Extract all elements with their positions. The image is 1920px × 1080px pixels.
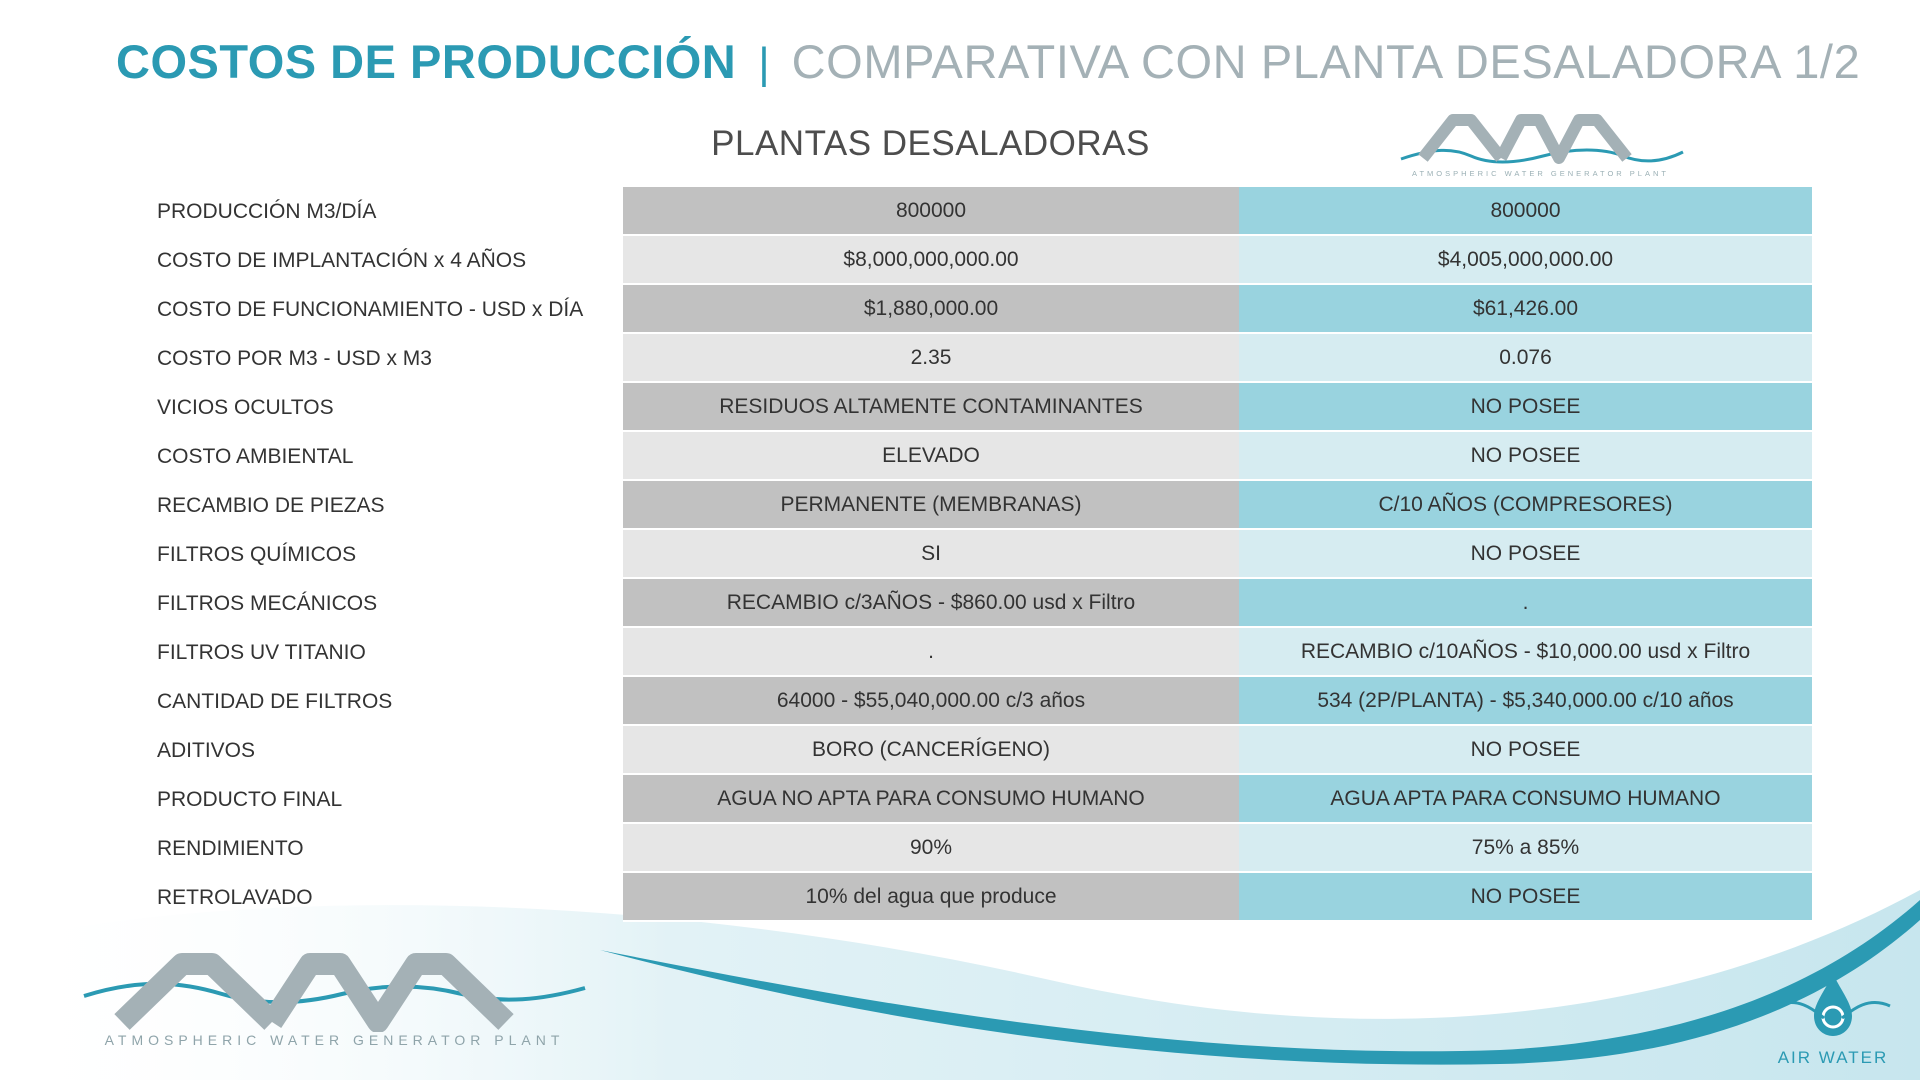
awa-value-cell: NO POSEE (1239, 726, 1812, 775)
awa-logo-tagline: ATMOSPHERIC WATER GENERATOR PLANT (1412, 169, 1669, 178)
desal-value-cell: 90% (623, 824, 1239, 873)
footer-awa-logo: ATMOSPHERIC WATER GENERATOR PLANT (82, 948, 587, 1058)
row-label: COSTO DE FUNCIONAMIENTO - USD x DÍA (157, 297, 584, 321)
row-label: COSTO POR M3 - USD x M3 (157, 346, 432, 370)
desal-value-cell: PERMANENTE (MEMBRANAS) (623, 481, 1239, 530)
air-water-logo: AIR WATER (1768, 970, 1898, 1070)
row-label: RENDIMIENTO (157, 836, 304, 860)
title-subtitle: COMPARATIVA CON PLANTA DESALADORA 1/2 (791, 35, 1861, 88)
row-label: RETROLAVADO (157, 885, 313, 909)
awa-value-cell: 0.076 (1239, 334, 1812, 383)
table-row: FILTROS MECÁNICOS RECAMBIO c/3AÑOS - $860… (147, 579, 1812, 628)
desal-value-cell: ELEVADO (623, 432, 1239, 481)
table-row: COSTO DE FUNCIONAMIENTO - USD x DÍA $1,88… (147, 285, 1812, 334)
footer-awa-tagline: ATMOSPHERIC WATER GENERATOR PLANT (104, 1032, 565, 1048)
desal-value-cell: 800000 (623, 187, 1239, 236)
desal-value-cell: AGUA NO APTA PARA CONSUMO HUMANO (623, 775, 1239, 824)
row-label: ADITIVOS (157, 738, 256, 762)
awa-value-cell: 534 (2P/PLANTA) - $5,340,000.00 c/10 año… (1239, 677, 1812, 726)
table-row: COSTO DE IMPLANTACIÓN x 4 AÑOS $8,000,000… (147, 236, 1812, 285)
desal-value-cell: RESIDUOS ALTAMENTE CONTAMINANTES (623, 383, 1239, 432)
row-label: FILTROS QUÍMICOS (157, 542, 357, 566)
row-label: FILTROS UV TITANIO (157, 640, 366, 664)
table-row: RECAMBIO DE PIEZAS PERMANENTE (MEMBRANAS)… (147, 481, 1812, 530)
desal-value-cell: . (623, 628, 1239, 677)
row-label: FILTROS MECÁNICOS (157, 591, 378, 615)
row-label: PRODUCTO FINAL (157, 787, 343, 811)
table-row: FILTROS UV TITANIO. RECAMBIO c/10AÑOS - $… (147, 628, 1812, 677)
awa-value-cell: 75% a 85% (1239, 824, 1812, 873)
awa-logo-icon (1400, 114, 1684, 164)
desal-column-header: PLANTAS DESALADORAS (711, 124, 1150, 163)
table-row: FILTROS QUÍMICOS SI NO POSEE (147, 530, 1812, 579)
row-label: RECAMBIO DE PIEZAS (157, 493, 385, 517)
table-row: CANTIDAD DE FILTROS 64000 - $55,040,000.0… (147, 677, 1812, 726)
awa-value-cell: C/10 AÑOS (COMPRESORES) (1239, 481, 1812, 530)
desal-value-cell: RECAMBIO c/3AÑOS - $860.00 usd x Filtro (623, 579, 1239, 628)
comparison-table: PRODUCCIÓN M3/DÍA 800000 800000 COSTO DE IM… (147, 187, 1812, 922)
air-water-label: AIR WATER (1777, 1048, 1889, 1067)
table-row: VICIOS OCULTOS RESIDUOS ALTAMENTE CONTAMI… (147, 383, 1812, 432)
awa-value-cell: AGUA APTA PARA CONSUMO HUMANO (1239, 775, 1812, 824)
awa-column-header-logo: ATMOSPHERIC WATER GENERATOR PLANT (1393, 114, 1688, 180)
awa-value-cell: NO POSEE (1239, 873, 1812, 922)
table-row: PRODUCTO FINAL AGUA NO APTA PARA CONSUMO … (147, 775, 1812, 824)
title-separator: | (758, 39, 770, 88)
table-row: COSTO POR M3 - USD x M3 2.35 0.076 (147, 334, 1812, 383)
awa-value-cell: RECAMBIO c/10AÑOS - $10,000.00 usd x Fil… (1239, 628, 1812, 677)
desal-value-cell: 10% del agua que produce (623, 873, 1239, 922)
desal-value-cell: 2.35 (623, 334, 1239, 383)
slide-title: COSTOS DE PRODUCCIÓN | COMPARATIVA CON P… (116, 34, 1860, 94)
desal-value-cell: 64000 - $55,040,000.00 c/3 años (623, 677, 1239, 726)
table-row: ADITIVOS BORO (CANCERÍGENO) NO POSEE (147, 726, 1812, 775)
awa-value-cell: NO POSEE (1239, 432, 1812, 481)
table-row: RETROLAVADO 10% del agua que produce NO PO… (147, 873, 1812, 922)
desal-value-cell: $8,000,000,000.00 (623, 236, 1239, 285)
awa-value-cell: $4,005,000,000.00 (1239, 236, 1812, 285)
table-row: COSTO AMBIENTAL ELEVADO NO POSEE (147, 432, 1812, 481)
row-label: COSTO AMBIENTAL (157, 444, 354, 468)
awa-logo-icon (83, 953, 586, 1033)
desal-value-cell: SI (623, 530, 1239, 579)
air-water-drop-icon (1775, 974, 1891, 1036)
awa-value-cell: 800000 (1239, 187, 1812, 236)
awa-value-cell: NO POSEE (1239, 530, 1812, 579)
desal-value-cell: $1,880,000.00 (623, 285, 1239, 334)
row-label: VICIOS OCULTOS (157, 395, 334, 419)
title-main: COSTOS DE PRODUCCIÓN (116, 35, 737, 88)
row-label: COSTO DE IMPLANTACIÓN x 4 AÑOS (157, 248, 527, 272)
awa-value-cell: $61,426.00 (1239, 285, 1812, 334)
table-row: RENDIMIENTO 90% 75% a 85% (147, 824, 1812, 873)
table-row: PRODUCCIÓN M3/DÍA 800000 800000 (147, 187, 1812, 236)
awa-value-cell: NO POSEE (1239, 383, 1812, 432)
desal-value-cell: BORO (CANCERÍGENO) (623, 726, 1239, 775)
row-label: CANTIDAD DE FILTROS (157, 689, 393, 713)
row-label: PRODUCCIÓN M3/DÍA (157, 199, 377, 223)
awa-value-cell: . (1239, 579, 1812, 628)
